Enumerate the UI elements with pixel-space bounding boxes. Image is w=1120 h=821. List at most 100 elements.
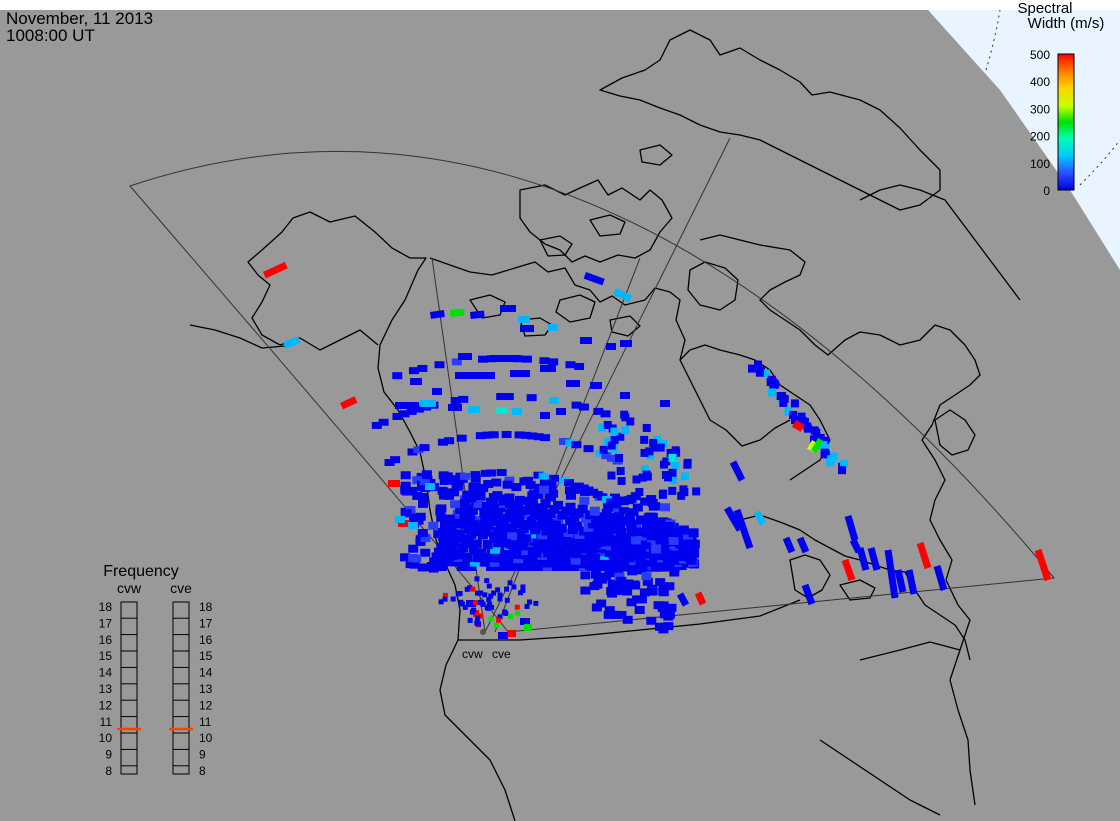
colorbar-tick-label: 200	[1030, 130, 1050, 144]
echo-cell	[444, 491, 455, 500]
echo-cell	[616, 535, 627, 545]
echo-cell	[502, 480, 513, 489]
echo-cell	[496, 407, 508, 414]
echo-cell	[463, 525, 474, 534]
echo-cell	[408, 554, 419, 563]
echo-cell	[599, 445, 608, 454]
echo-cell	[498, 520, 509, 529]
echo-cell	[419, 479, 430, 488]
echo-cell	[505, 540, 516, 549]
echo-cell	[548, 474, 559, 482]
echo-cell	[490, 355, 520, 362]
echo-cell	[340, 396, 358, 410]
echo-cell	[420, 400, 436, 407]
echo-cell	[434, 361, 445, 369]
echo-cell	[408, 544, 419, 553]
echo-cell	[527, 432, 538, 440]
echo-cell	[755, 368, 764, 377]
echo-cell	[531, 511, 542, 520]
echo-cell	[450, 514, 461, 524]
echo-cell	[491, 590, 497, 596]
echo-cell	[565, 491, 576, 500]
echo-cell	[639, 588, 650, 597]
echo-cell	[660, 503, 671, 512]
echo-cell	[729, 460, 746, 482]
colorbar-tick-label: 0	[1043, 184, 1050, 198]
frequency-tick-label: 15	[99, 649, 113, 663]
echo-cell	[933, 565, 948, 591]
echo-cell	[686, 545, 697, 555]
echo-cell	[645, 447, 654, 456]
echo-cell	[433, 547, 444, 557]
echo-cell	[580, 337, 592, 344]
echo-cell	[534, 544, 545, 553]
echo-cell	[502, 609, 508, 615]
echo-cell	[438, 532, 449, 541]
echo-cell	[609, 512, 620, 521]
frequency-tick-label: 14	[199, 666, 213, 680]
echo-cell	[894, 569, 907, 593]
echo-cell	[583, 445, 594, 453]
echo-cell	[488, 593, 494, 599]
echo-cell	[694, 591, 707, 606]
echo-cell	[454, 529, 465, 539]
echo-cell	[610, 501, 621, 509]
echo-cell	[463, 536, 474, 545]
echo-cell	[663, 612, 674, 621]
frequency-tick-label: 11	[100, 715, 113, 729]
echo-cell	[620, 392, 630, 399]
echo-cell	[474, 576, 480, 582]
echo-cell	[488, 431, 499, 439]
colorbar: Spectral Width (m/s) 500 400 300 200 100 0	[1017, 0, 1104, 198]
echo-cell	[470, 471, 481, 479]
echo-cell	[634, 605, 645, 614]
echo-cell	[601, 508, 612, 518]
echo-cell	[468, 546, 479, 555]
echo-cell	[587, 532, 598, 541]
echo-cell	[488, 498, 499, 507]
echo-cell	[780, 394, 789, 403]
echo-cell	[666, 603, 677, 612]
echo-cell	[621, 532, 632, 542]
radar-label-cvw: cvw	[462, 647, 483, 661]
echo-cell	[566, 380, 580, 387]
echo-cell	[421, 470, 432, 479]
echo-cell	[656, 443, 665, 452]
echo-cell	[603, 503, 614, 512]
echo-cell	[650, 563, 661, 572]
radar-label-cve: cve	[492, 647, 511, 661]
echo-cell	[420, 534, 431, 543]
echo-cell	[480, 528, 491, 537]
echo-cell	[632, 475, 641, 484]
echo-cell	[571, 485, 582, 494]
radar-site-marker	[480, 629, 486, 635]
frequency-tick-label: 14	[99, 666, 113, 680]
echo-cell	[797, 412, 806, 421]
echo-cell	[417, 364, 428, 372]
echo-cell	[527, 599, 533, 605]
echo-cell	[801, 583, 816, 606]
echo-cell	[462, 604, 468, 610]
echo-cell	[546, 492, 557, 501]
echo-cell	[458, 395, 469, 403]
echo-cell	[456, 562, 467, 571]
echo-cell	[811, 438, 824, 454]
echo-cell	[613, 566, 624, 575]
echo-cell	[487, 602, 493, 608]
echo-cell	[610, 427, 619, 436]
echo-cell	[638, 473, 647, 482]
echo-cell	[520, 587, 526, 593]
echo-cell	[538, 485, 549, 494]
echo-cell	[679, 485, 688, 494]
echo-cell	[473, 499, 484, 508]
echo-cell	[450, 397, 461, 405]
echo-cell	[591, 603, 602, 612]
echo-cell	[601, 559, 612, 569]
echo-cell	[390, 456, 401, 464]
echo-cell	[532, 522, 543, 531]
echo-cell	[654, 622, 665, 631]
echo-cell	[723, 506, 744, 532]
echo-cell	[640, 465, 649, 474]
echo-cell	[480, 512, 491, 521]
echo-cell	[496, 617, 502, 623]
